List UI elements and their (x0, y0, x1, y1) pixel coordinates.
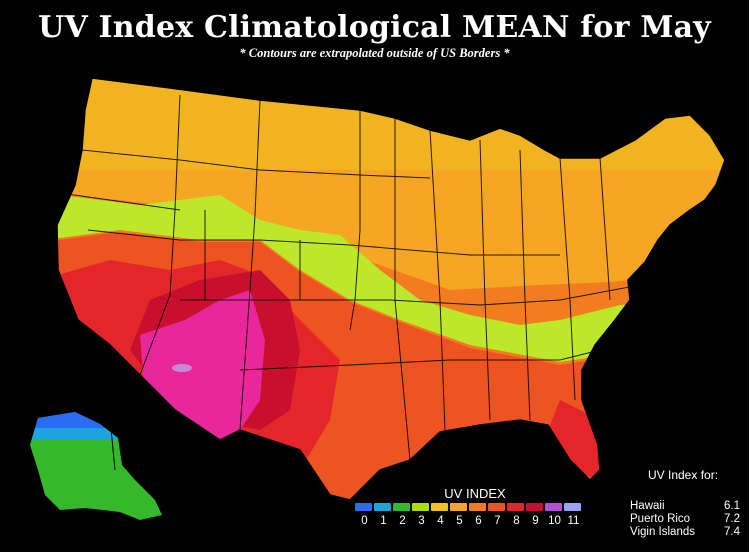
legend-color-bar (355, 503, 583, 511)
legend-swatch-1 (374, 503, 391, 511)
alaska-inset (30, 412, 162, 520)
territory-name: Hawaii (630, 500, 665, 512)
territory-name: Puerto Rico (630, 513, 691, 525)
legend-swatch-6 (469, 503, 486, 511)
legend-swatch-8 (507, 503, 524, 511)
legend-label-9: 9 (532, 515, 539, 527)
legend-swatch-0 (355, 503, 372, 511)
legend-swatch-3 (412, 503, 429, 511)
legend-label-5: 5 (456, 515, 463, 527)
legend-label-3: 3 (418, 515, 425, 527)
territories-header: UV Index for: (648, 468, 719, 482)
legend-swatch-2 (393, 503, 410, 511)
legend-swatch-7 (488, 503, 505, 511)
legend-swatch-4 (431, 503, 448, 511)
territory-name: Vigin Islands (630, 526, 695, 538)
legend-label-1: 1 (380, 515, 387, 527)
territory-value: 6.1 (724, 500, 740, 512)
legend-label-8: 8 (513, 515, 520, 527)
legend-label-2: 2 (399, 515, 406, 527)
legend-swatch-5 (450, 503, 467, 511)
territories-list: Hawaii 6.1 Puerto Rico 7.2 Vigin Islands 7.4 (630, 500, 740, 539)
territory-value: 7.2 (724, 513, 740, 525)
legend-swatch-9 (526, 503, 543, 511)
page-title: UV Index Climatological MEAN for May (38, 10, 711, 45)
territory-value: 7.4 (724, 526, 740, 538)
legend-swatch-10 (545, 503, 562, 511)
legend-label-0: 0 (361, 515, 368, 527)
legend-label-11: 11 (567, 515, 580, 527)
legend-title: UV INDEX (444, 486, 506, 501)
legend-labels: 0 1 2 3 4 5 6 7 8 9 10 11 (355, 515, 583, 527)
territories-panel: UV Index for: Hawaii 6.1 Puerto Rico 7.2 Vig… (630, 468, 740, 539)
legend-label-10: 10 (548, 515, 561, 527)
territory-row: Hawaii 6.1 (630, 500, 740, 513)
territory-row: Vigin Islands 7.4 (630, 526, 740, 539)
legend-label-7: 7 (494, 515, 501, 527)
territory-row: Puerto Rico 7.2 (630, 513, 740, 526)
legend-label-4: 4 (437, 515, 444, 527)
legend-swatch-11 (564, 503, 581, 511)
page-subtitle: * Contours are extrapolated outside of U… (239, 46, 510, 60)
legend-label-6: 6 (475, 515, 482, 527)
